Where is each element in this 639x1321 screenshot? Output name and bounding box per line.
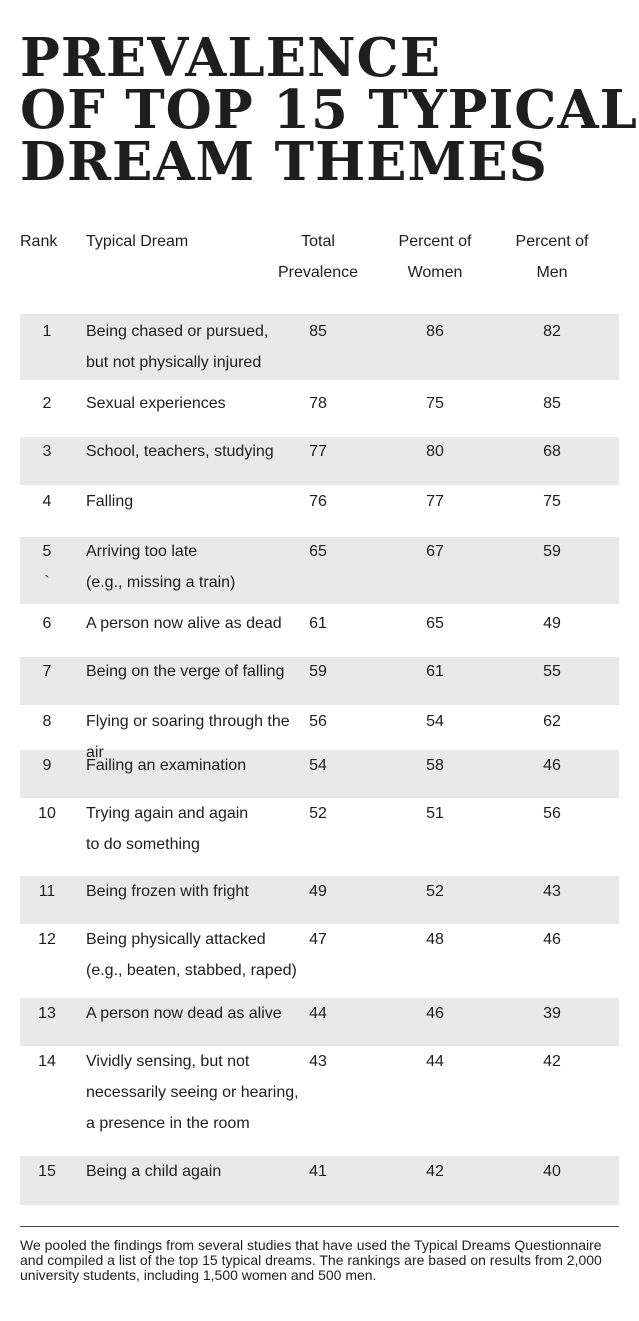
total-prevalence-cell: 44	[309, 1005, 327, 1022]
rank-cell: 1	[42, 323, 52, 340]
rank-cell: 6	[42, 615, 52, 632]
total-prevalence-cell: 47	[309, 931, 327, 948]
total-prevalence-cell: 77	[309, 443, 327, 460]
total-prevalence-cell: 61	[309, 615, 327, 632]
header-percent-men: Percent of Men	[515, 233, 589, 281]
rank-cell: 4	[42, 493, 52, 510]
dream-theme-cell: A person now dead as alive	[86, 1005, 282, 1022]
percent-men-cell: 46	[543, 931, 561, 948]
rank-cell: 15	[38, 1163, 56, 1180]
dream-theme-cell: Being on the verge of falling	[86, 663, 285, 680]
rank-cell: 8	[42, 713, 52, 730]
dream-theme-cell: Arriving too late (e.g., missing a train…	[86, 543, 236, 591]
percent-men-cell: 40	[543, 1163, 561, 1180]
rank-cell: 13	[38, 1005, 56, 1022]
header-percent-women: Percent of Women	[398, 233, 472, 281]
chart-title: Prevalence of Top 15 Typical Dream Theme…	[20, 27, 638, 193]
dream-theme-cell: Being a child again	[86, 1163, 222, 1180]
total-prevalence-cell: 49	[309, 883, 327, 900]
percent-women-cell: 86	[426, 323, 444, 340]
percent-women-cell: 52	[426, 883, 444, 900]
title-line: Dream Themes	[20, 131, 548, 193]
row-band	[20, 1156, 619, 1205]
percent-men-cell: 75	[543, 493, 561, 510]
percent-men-cell: 59	[543, 543, 561, 560]
rank-cell: 12	[38, 931, 56, 948]
header-typical-dream: Typical Dream	[86, 233, 189, 250]
row-band	[20, 437, 619, 485]
total-prevalence-cell: 52	[309, 805, 327, 822]
percent-men-cell: 62	[543, 713, 561, 730]
total-prevalence-cell: 54	[309, 757, 327, 774]
dream-theme-cell: Being physically attacked (e.g., beaten,…	[86, 931, 297, 979]
percent-women-cell: 54	[426, 713, 444, 730]
total-prevalence-cell: 85	[309, 323, 327, 340]
row-band	[20, 657, 619, 705]
rank-cell: 14	[38, 1053, 56, 1070]
percent-women-cell: 44	[426, 1053, 444, 1070]
title-line: of Top 15 Typical	[20, 79, 638, 141]
percent-men-cell: 39	[543, 1005, 561, 1022]
dream-theme-cell: Failing an examination	[86, 757, 247, 774]
percent-women-cell: 67	[426, 543, 444, 560]
rank-cell: 2	[42, 395, 52, 412]
total-prevalence-cell: 56	[309, 713, 327, 730]
total-prevalence-cell: 65	[309, 543, 327, 560]
dream-theme-cell: Flying or soaring through the air	[86, 713, 290, 761]
footnote: We pooled the findings from several stud…	[20, 1237, 602, 1283]
rank-cell: 3	[42, 443, 52, 460]
percent-women-cell: 75	[426, 395, 444, 412]
percent-men-cell: 56	[543, 805, 561, 822]
rank-cell: 11	[38, 883, 56, 900]
footnote-divider	[20, 1226, 619, 1227]
rank-cell: 9	[42, 757, 52, 774]
dream-theme-cell: Falling	[86, 493, 134, 510]
dream-theme-cell: Being frozen with fright	[86, 883, 249, 900]
percent-women-cell: 48	[426, 931, 444, 948]
row-band	[20, 314, 619, 380]
title-line: Prevalence	[20, 27, 442, 89]
dream-theme-cell: Trying again and again to do something	[86, 805, 249, 853]
row-band	[20, 876, 619, 924]
percent-men-cell: 85	[543, 395, 561, 412]
percent-men-cell: 82	[543, 323, 561, 340]
total-prevalence-cell: 59	[309, 663, 327, 680]
row-band	[20, 998, 619, 1046]
rank-cell: 5 `	[42, 543, 52, 591]
percent-women-cell: 58	[426, 757, 444, 774]
row-band	[20, 750, 619, 798]
percent-men-cell: 43	[543, 883, 561, 900]
percent-women-cell: 46	[426, 1005, 444, 1022]
percent-men-cell: 68	[543, 443, 561, 460]
percent-men-cell: 42	[543, 1053, 561, 1070]
percent-women-cell: 65	[426, 615, 444, 632]
header-rank: Rank	[20, 233, 58, 250]
percent-men-cell: 46	[543, 757, 561, 774]
percent-women-cell: 51	[426, 805, 444, 822]
total-prevalence-cell: 76	[309, 493, 327, 510]
percent-women-cell: 42	[426, 1163, 444, 1180]
header-total-prevalence: Total Prevalence	[277, 233, 359, 281]
percent-women-cell: 61	[426, 663, 444, 680]
rank-cell: 7	[42, 663, 52, 680]
dream-theme-cell: A person now alive as dead	[86, 615, 282, 632]
dream-theme-cell: School, teachers, studying	[86, 443, 274, 460]
total-prevalence-cell: 43	[309, 1053, 327, 1070]
percent-women-cell: 80	[426, 443, 444, 460]
percent-men-cell: 49	[543, 615, 561, 632]
percent-men-cell: 55	[543, 663, 561, 680]
dream-theme-cell: Sexual experiences	[86, 395, 226, 412]
dream-theme-cell: Being chased or pursued, but not physica…	[86, 323, 269, 371]
rank-cell: 10	[38, 805, 56, 822]
total-prevalence-cell: 78	[309, 395, 327, 412]
total-prevalence-cell: 41	[309, 1163, 327, 1180]
percent-women-cell: 77	[426, 493, 444, 510]
row-band	[20, 537, 619, 604]
dream-theme-cell: Vividly sensing, but not necessarily see…	[86, 1053, 299, 1132]
